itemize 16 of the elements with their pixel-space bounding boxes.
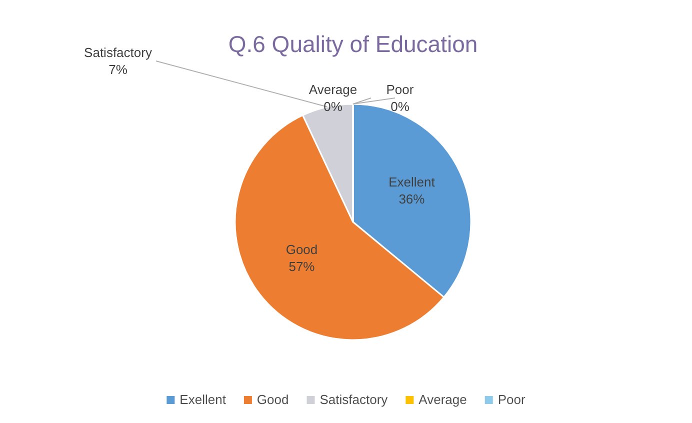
legend-label: Satisfactory: [320, 392, 388, 407]
legend-label: Exellent: [180, 392, 226, 407]
slice-label: Good: [286, 242, 318, 257]
text: 0%: [390, 99, 410, 114]
data-label: 57%: [288, 258, 316, 274]
slice-label: Satisfactory: [84, 45, 152, 60]
data-label: 7%: [108, 62, 128, 77]
slice-label: Exellent: [388, 174, 436, 190]
category-label: Average: [308, 82, 358, 97]
legend-label: Good: [256, 392, 289, 407]
text: 0%: [324, 99, 342, 114]
category-label: Poor: [386, 82, 414, 97]
chart-title: Q.6 Quality of Education: [228, 31, 478, 57]
legend-label: Average: [418, 392, 467, 407]
legend-label: Poor: [498, 392, 526, 407]
data-label: 36%: [398, 191, 426, 206]
